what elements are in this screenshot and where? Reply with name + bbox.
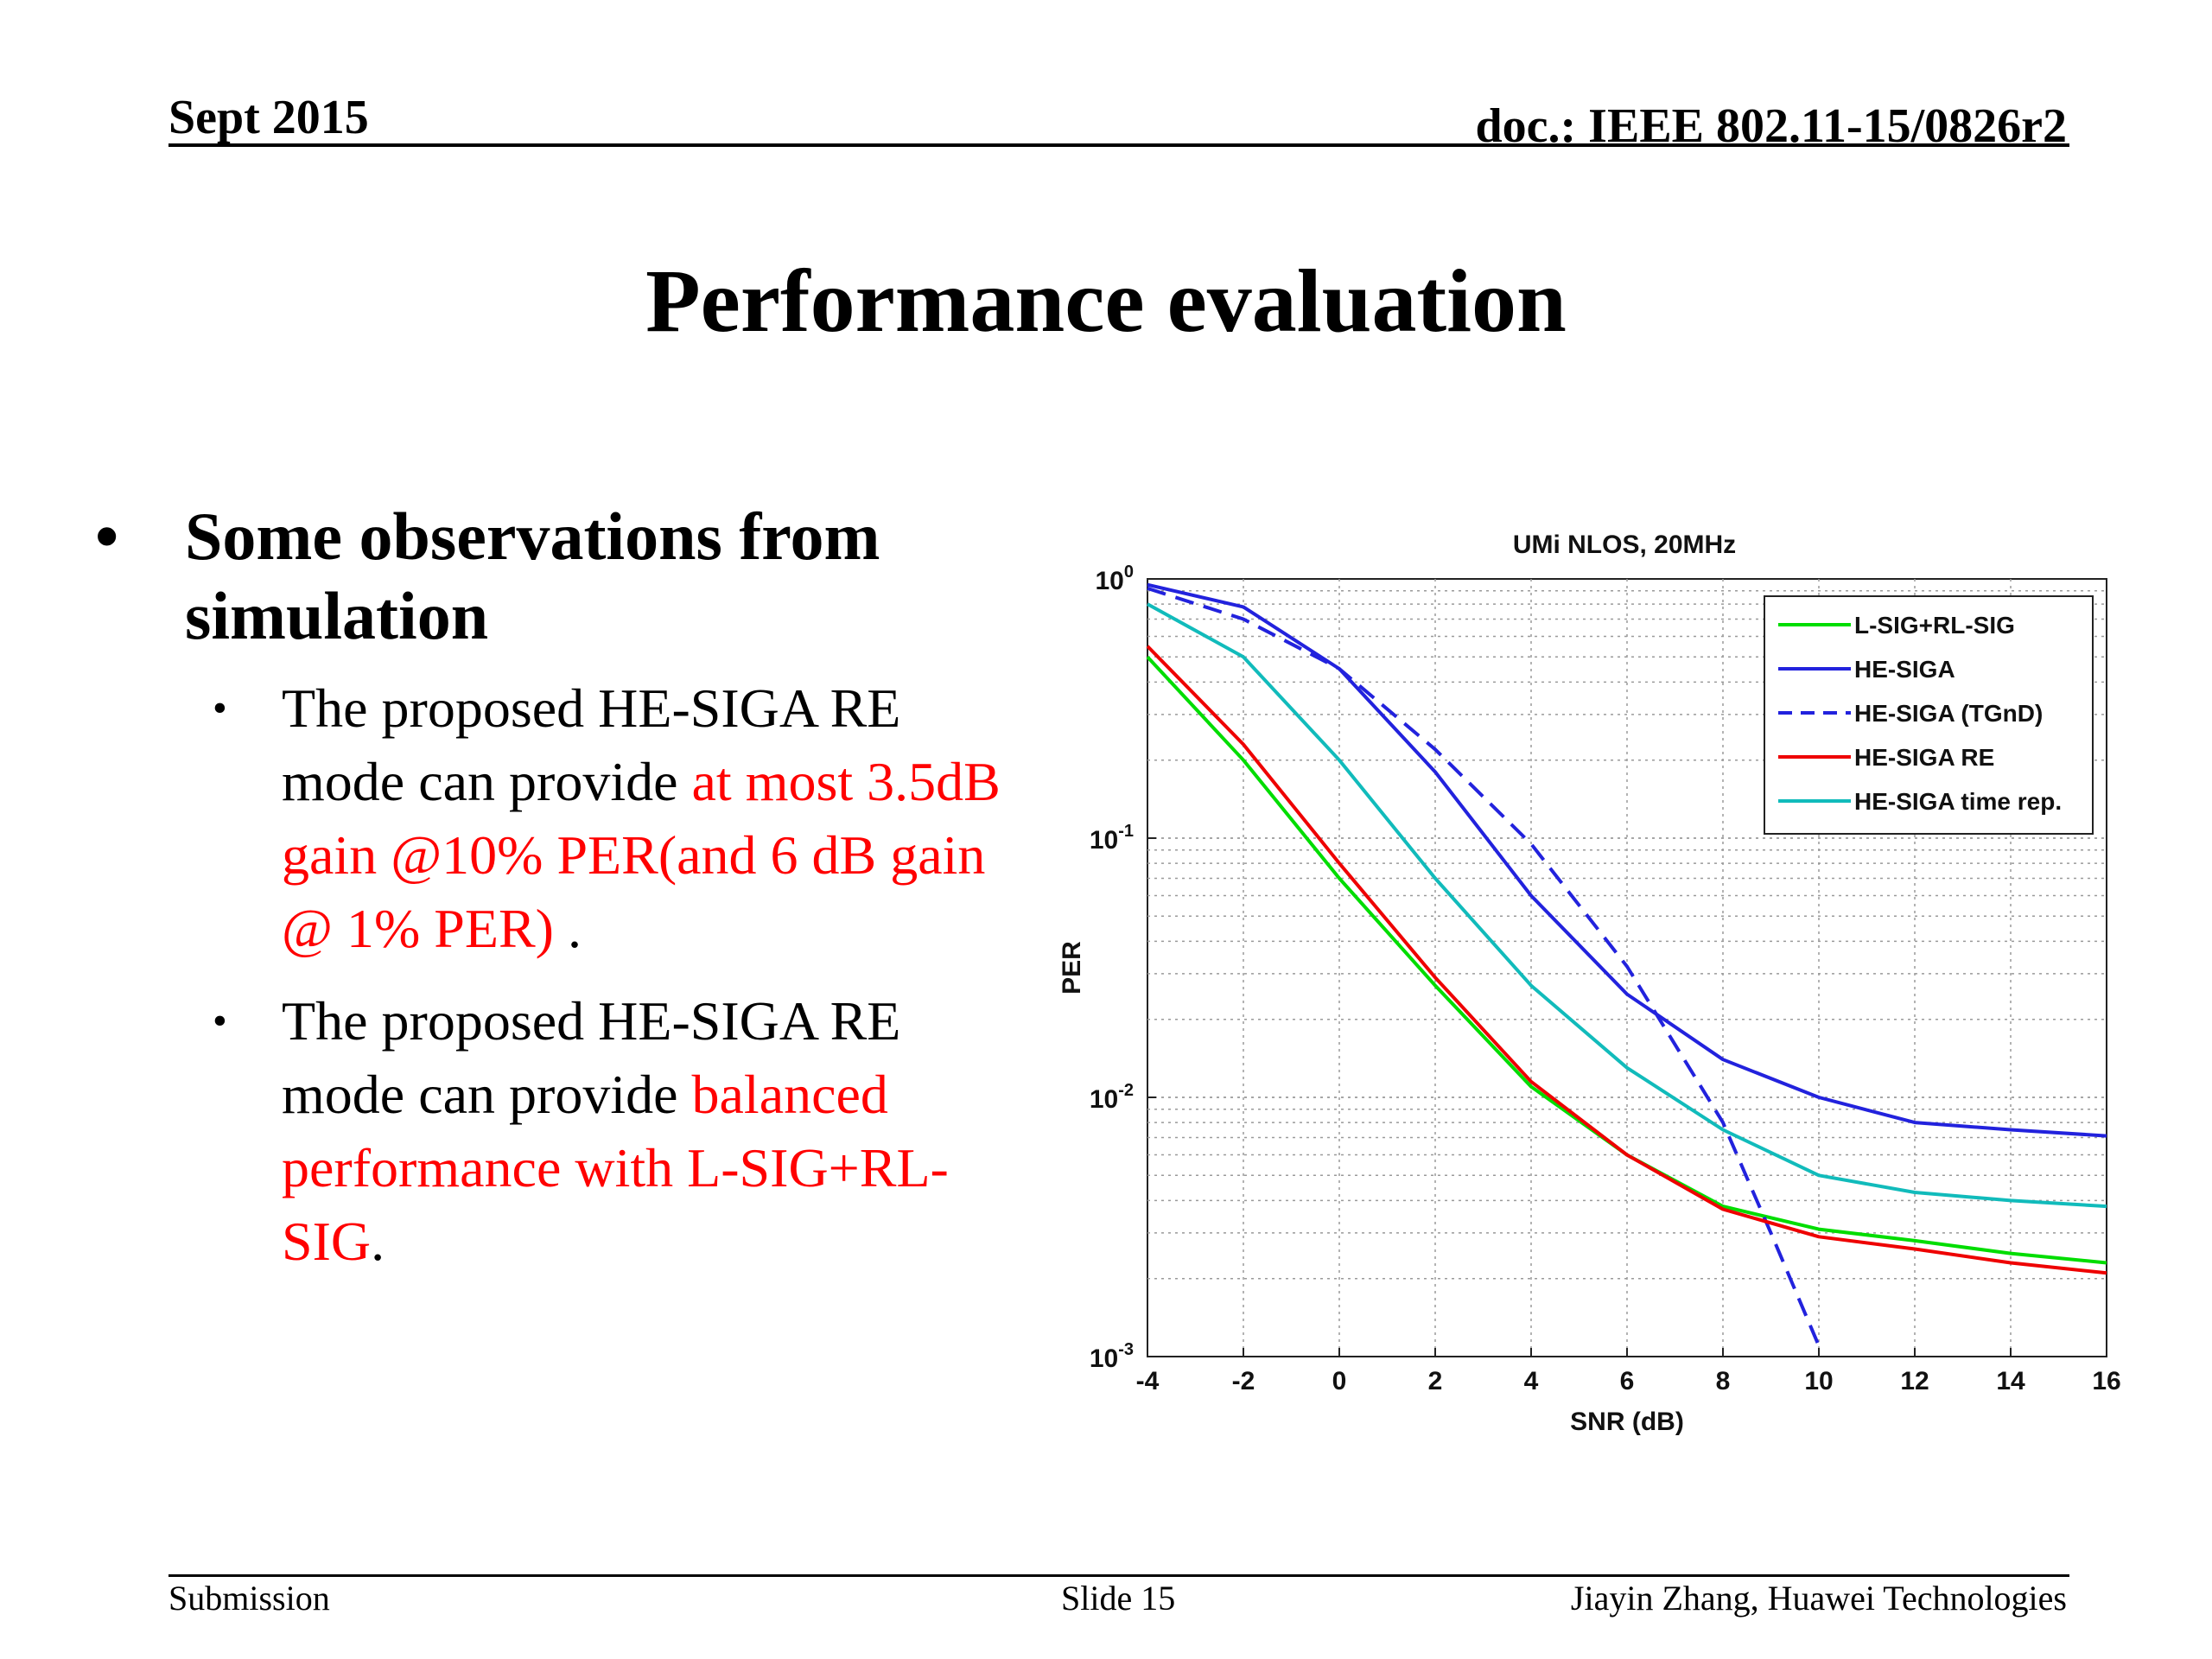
bullet-main: • Some observations from simulation [95,497,1011,656]
x-axis-ticks: -4 -2 0 2 4 6 8 10 12 14 16 [1136,1348,2121,1395]
header-doc-id: doc.: IEEE 802.11-15/0826r2 [1475,99,2067,153]
y-axis-ticks: 10-3 10-2 10-1 100 [1090,563,1156,1373]
x-tick-label: -2 [1232,1367,1255,1395]
x-tick-label: 2 [1428,1367,1443,1395]
legend-label: HE-SIGA (TGnD) [1854,700,2043,727]
x-tick-label: 0 [1332,1367,1347,1395]
x-tick-label: -4 [1136,1367,1160,1395]
footer-author: Jiayin Zhang, Huawei Technologies [1570,1579,2067,1618]
footer-submission: Submission [168,1579,330,1618]
header-rule [168,143,2069,147]
bullet-dot: • [95,499,119,574]
x-tick-label: 6 [1620,1367,1635,1395]
y-tick-label: 10-3 [1090,1340,1134,1373]
bullet-dot: • [213,998,227,1044]
header-date: Sept 2015 [168,91,369,144]
y-tick-label: 10-1 [1090,822,1134,855]
legend-label: HE-SIGA RE [1854,744,1994,771]
chart-legend: L-SIG+RL-SIG HE-SIGA HE-SIGA (TGnD) HE-SIGA… [1764,595,2094,835]
series-lines [1146,582,2107,1347]
bullet-sub-1-highlight: at most 3.5dB gain @10% PER(and 6 dB gai… [282,751,1001,959]
x-tick-label: 4 [1524,1367,1539,1395]
series-line-he-siga-time-rep [1147,602,2107,1209]
y-axis-label: PER [1058,941,1086,995]
legend-label: HE-SIGA [1854,656,1955,683]
series-line-he-siga [1147,582,2107,1138]
x-tick-label: 12 [1900,1367,1929,1395]
per-vs-snr-chart: UMi NLOS, 20MHz -4 -2 0 2 4 6 8 10 12 14 16 10-310… [1058,531,2121,1436]
bullet-main-text: Some observations from simulation [185,499,880,653]
x-tick-label: 16 [2092,1367,2120,1395]
bullet-sub-2: • The proposed HE-SIGA RE mode can provi… [213,984,1011,1278]
series-line-he-siga-tgnd [1147,586,1821,1347]
bullet-sub-2-text: The proposed HE-SIGA RE mode can provide [282,990,901,1125]
y-tick-label: 10-2 [1090,1081,1134,1114]
x-axis-label: SNR (dB) [1570,1408,1684,1436]
bullet-sub-1-end: . [553,898,582,959]
y-tick-label: 100 [1096,563,1135,595]
bullet-sub-1-text: The proposed HE-SIGA RE mode can provide [282,677,901,812]
legend-box [1764,595,2094,835]
x-tick-label: 8 [1716,1367,1731,1395]
series-line-he-siga-re [1146,645,2107,1275]
footer-rule [168,1574,2069,1577]
footer-slide-number: Slide 15 [1061,1579,1176,1618]
chart-title: UMi NLOS, 20MHz [1513,531,1736,559]
slide-title: Performance evaluation [645,251,1567,351]
bullet-sub-1: • The proposed HE-SIGA RE mode can provi… [213,671,1011,965]
bullet-dot: • [213,685,227,731]
bullet-list: • Some observations from simulation • Th… [95,497,1011,1278]
legend-label: HE-SIGA time rep. [1854,788,2062,815]
legend-label: L-SIG+RL-SIG [1854,612,2015,639]
bullet-sub-2-highlight: balanced performance with L-SIG+RL-SIG [282,1064,949,1272]
bullet-sub-2-end: . [371,1211,385,1272]
x-tick-label: 10 [1804,1367,1833,1395]
x-tick-label: 14 [1996,1367,2025,1395]
